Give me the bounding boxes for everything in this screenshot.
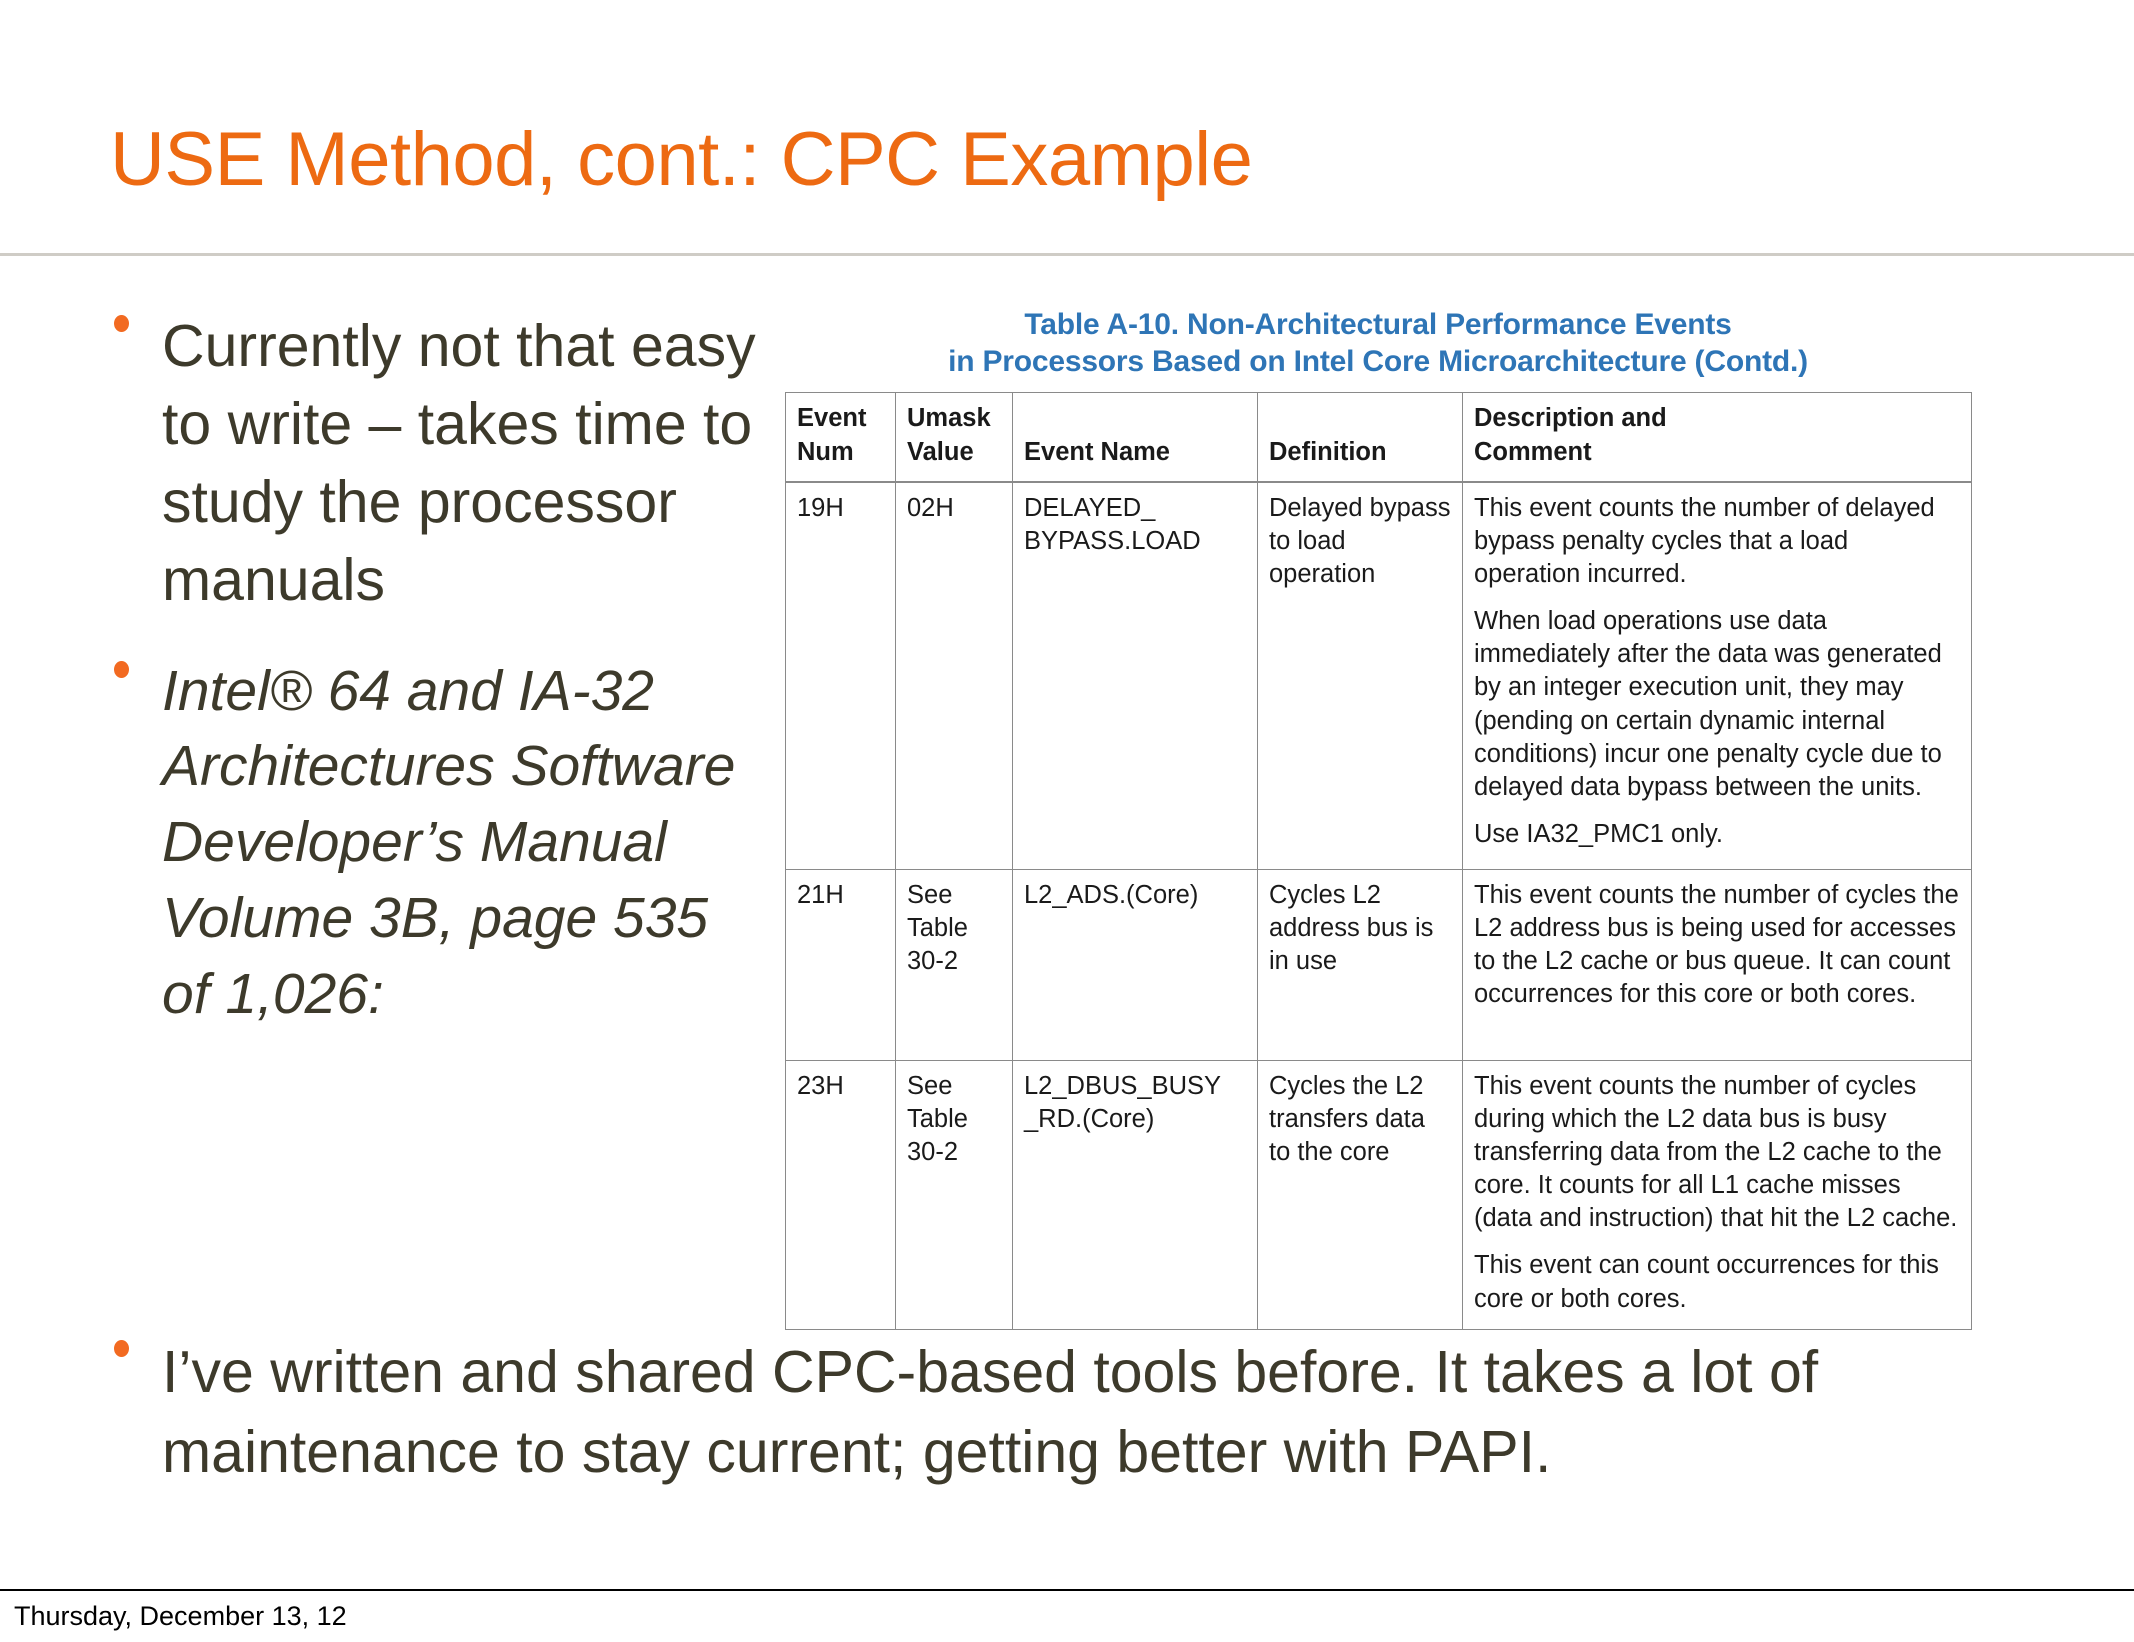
footer-divider [0,1589,2134,1591]
bullet-text: Currently not that easy to write – takes… [162,313,756,613]
cell-definition: Cycles the L2 transfers data to the core [1257,1059,1463,1330]
bullet-dot-icon [114,315,129,333]
cell-event-num: 19H [785,481,896,870]
table-caption-line-2: in Processors Based on Intel Core Microa… [948,345,1808,379]
table-row: 23H See Table 30-2 L2_DBUS_BUSY _RD.(Cor… [785,1059,1972,1330]
table-caption: Table A-10. Non-Architectural Performanc… [785,306,1971,380]
description-paragraph: This event counts the number of cycles d… [1474,1071,1958,1233]
list-item: Intel® 64 and IA-32 Architectures Softwa… [100,654,760,1033]
cell-event-name: L2_DBUS_BUSY _RD.(Core) [1012,1059,1258,1330]
footer-date: Thursday, December 13, 12 [14,1601,347,1631]
column-header-definition: Definition [1257,392,1463,483]
column-header-event-name: Event Name [1012,392,1258,483]
description-paragraph: This event can count occurrences for thi… [1474,1251,1939,1313]
performance-events-table: Event Num Umask Value Event Name Definit… [785,392,1972,1330]
page-title: USE Method, cont.: CPC Example [110,117,1253,202]
cell-definition: Cycles L2 address bus is in use [1257,868,1463,1061]
cell-definition: Delayed bypass to load operation [1257,481,1463,870]
bottom-bullet-text: I’ve written and shared CPC-based tools … [162,1339,1819,1486]
column-header-event-num: Event Num [785,392,896,483]
bullet-dot-icon [114,1339,129,1357]
cell-description: This event counts the number of cycles t… [1462,868,1972,1061]
intel-manual-table-figure: Table A-10. Non-Architectural Performanc… [785,306,1972,1330]
cell-description: This event counts the number of cycles d… [1462,1059,1972,1330]
bullet-text: Intel® 64 and IA-32 Architectures Softwa… [162,658,736,1026]
table-row: 19H 02H DELAYED_ BYPASS.LOAD Delayed byp… [785,481,1972,870]
cell-event-num: 21H [785,868,896,1061]
title-divider [0,253,2134,256]
list-item: Currently not that easy to write – takes… [100,308,760,620]
column-header-description-comment: Description and Comment [1462,392,1972,483]
cell-umask-value: See Table 30-2 [895,1059,1013,1330]
column-header-umask-value: Umask Value [895,392,1013,483]
cell-umask-value: 02H [895,481,1013,870]
table-header: Event Num Umask Value Event Name Definit… [785,392,1972,483]
cell-event-num: 23H [785,1059,896,1330]
description-paragraph: Use IA32_PMC1 only. [1474,819,1723,848]
description-paragraph: This event counts the number of cycles t… [1474,880,1959,1009]
cell-description: This event counts the number of delayed … [1462,481,1972,870]
left-bullet-list: Currently not that easy to write – takes… [100,308,760,1032]
description-paragraph: This event counts the number of delayed … [1474,493,1935,588]
table-header-row: Event Num Umask Value Event Name Definit… [785,392,1972,483]
table-caption-line-1: Table A-10. Non-Architectural Performanc… [1024,308,1732,341]
description-paragraph: When load operations use data immediatel… [1474,607,1942,801]
bottom-list-item: I’ve written and shared CPC-based tools … [100,1332,2112,1492]
table-row: 21H See Table 30-2 L2_ADS.(Core) Cycles … [785,868,1972,1061]
cell-event-name: L2_ADS.(Core) [1012,868,1258,1061]
cell-event-name: DELAYED_ BYPASS.LOAD [1012,481,1258,870]
table-body: 19H 02H DELAYED_ BYPASS.LOAD Delayed byp… [785,481,1972,1330]
bullet-dot-icon [114,660,129,678]
cell-umask-value: See Table 30-2 [895,868,1013,1061]
